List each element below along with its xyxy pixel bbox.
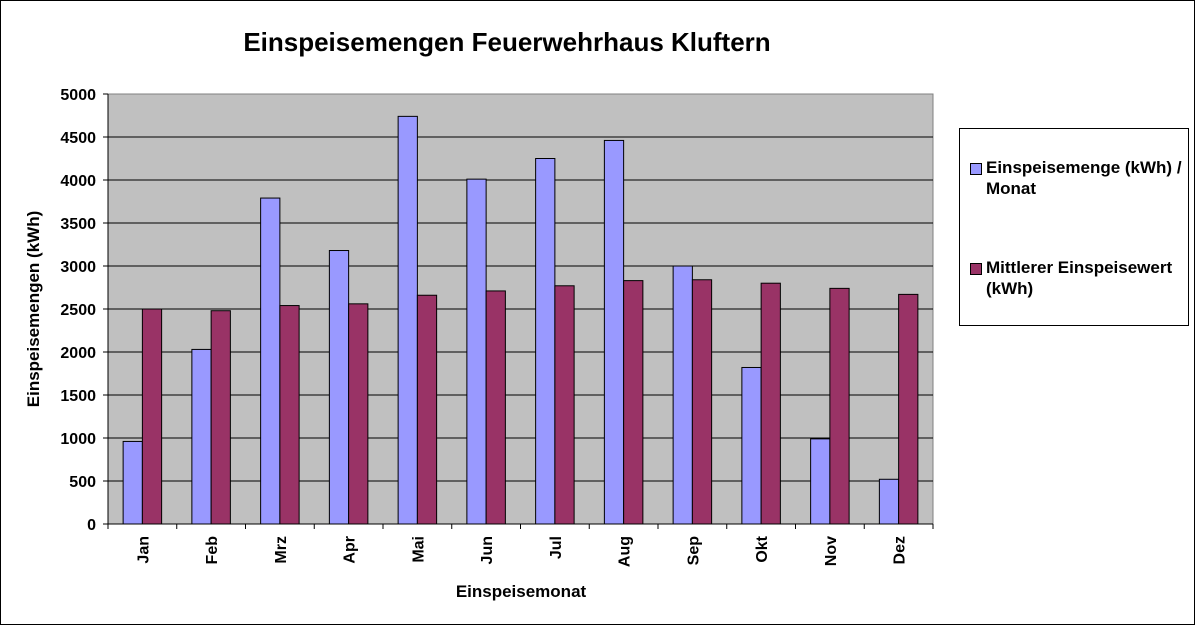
legend-label-einspeisemenge: Einspeisemenge (kWh) / Monat xyxy=(986,158,1182,198)
chart-title: Einspeisemengen Feuerwehrhaus Kluftern xyxy=(243,27,770,57)
bar-einspeisemenge-mrz xyxy=(260,197,281,525)
bar-mittlerer-einspeisewert-sep xyxy=(691,279,713,525)
bar-einspeisemenge-dez xyxy=(878,478,900,525)
bar-einspeisemenge-mai xyxy=(397,115,418,525)
bar-mittlerer-einspeisewert-apr xyxy=(348,303,369,525)
y-tick-label: 3000 xyxy=(60,259,96,276)
x-axis-ticks: Jan Feb Mrz Apr Mai Jun Jul Aug Sep Okt Nov Dez xyxy=(107,523,934,567)
bar-einspeisemenge-aug xyxy=(603,139,625,525)
bar-mittlerer-einspeisewert-jan xyxy=(141,308,163,525)
x-tick-label: Jul xyxy=(548,536,565,559)
x-tick-label: Jan xyxy=(135,536,152,564)
legend-item-mittlerer-einspeisewert: Mittlerer Einspeisewert (kWh) xyxy=(970,257,1191,299)
bar-einspeisemenge-apr xyxy=(328,250,350,525)
y-tick-label: 0 xyxy=(87,517,96,534)
bars xyxy=(122,115,919,525)
y-axis-label: Einspeisemengen (kWh) xyxy=(24,211,43,407)
x-tick-label: Mrz xyxy=(273,536,290,564)
x-tick-label: Feb xyxy=(204,536,221,565)
bar-mittlerer-einspeisewert-nov xyxy=(829,287,850,525)
x-axis-label: Einspeisemonat xyxy=(456,582,587,601)
gridlines xyxy=(108,136,933,482)
y-tick-label: 3500 xyxy=(60,216,96,233)
y-tick-label: 4000 xyxy=(60,173,96,190)
y-tick-label: 1500 xyxy=(60,388,96,405)
bar-mittlerer-einspeisewert-jun xyxy=(485,290,506,525)
legend: Einspeisemenge (kWh) / Monat Mittlerer E… xyxy=(959,128,1189,326)
bar-einspeisemenge-nov xyxy=(810,438,831,525)
bar-einspeisemenge-jul xyxy=(535,158,556,525)
legend-swatch-einspeisemenge xyxy=(970,163,982,175)
bar-einspeisemenge-jan xyxy=(122,440,143,525)
bar-mittlerer-einspeisewert-mrz xyxy=(279,305,300,525)
bar-mittlerer-einspeisewert-jul xyxy=(554,285,575,525)
x-tick-label: Mai xyxy=(410,536,427,563)
y-tick-label: 2000 xyxy=(60,345,96,362)
legend-label-mittlerer-einspeisewert: Mittlerer Einspeisewert (kWh) xyxy=(986,258,1173,298)
legend-swatch-mittlerer-einspeisewert xyxy=(970,263,982,275)
bar-mittlerer-einspeisewert-aug xyxy=(623,280,644,525)
bar-mittlerer-einspeisewert-okt xyxy=(760,282,781,525)
y-tick-label: 500 xyxy=(69,474,96,491)
x-tick-label: Sep xyxy=(685,536,702,566)
bar-mittlerer-einspeisewert-mai xyxy=(416,294,438,525)
y-tick-label: 2500 xyxy=(60,302,96,319)
x-tick-label: Dez xyxy=(892,536,909,564)
y-axis-ticks: 0 500 1000 1500 2000 2500 3000 3500 4000 4500 5000 xyxy=(60,87,109,534)
x-tick-label: Apr xyxy=(342,536,359,564)
bar-mittlerer-einspeisewert-feb xyxy=(210,310,231,525)
legend-item-einspeisemenge: Einspeisemenge (kWh) / Monat xyxy=(970,157,1191,199)
bar-einspeisemenge-okt xyxy=(741,366,762,525)
bar-einspeisemenge-sep xyxy=(672,265,693,525)
bar-einspeisemenge-feb xyxy=(191,348,212,525)
y-tick-label: 4500 xyxy=(60,130,96,147)
bar-einspeisemenge-jun xyxy=(466,178,487,525)
y-tick-label: 1000 xyxy=(60,431,96,448)
x-tick-label: Okt xyxy=(754,535,771,562)
x-tick-label: Nov xyxy=(823,536,840,566)
x-tick-label: Jun xyxy=(479,536,496,564)
x-tick-label: Aug xyxy=(617,536,634,567)
y-tick-label: 5000 xyxy=(60,87,96,104)
bar-mittlerer-einspeisewert-dez xyxy=(898,293,919,525)
